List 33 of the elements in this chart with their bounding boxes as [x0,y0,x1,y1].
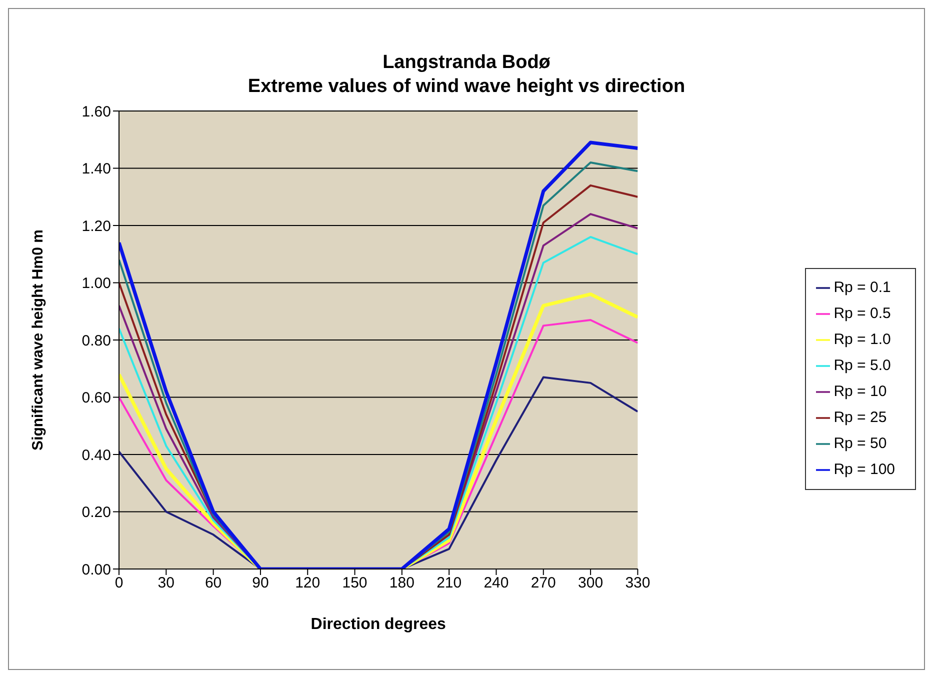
y-tick-label: 0.80 [82,332,111,350]
x-tick-label: 0 [114,574,124,592]
y-tick-label: 0.20 [82,504,111,522]
legend-label: Rp = 100 [834,461,895,478]
legend-label: Rp = 10 [834,383,887,400]
x-tick-label: 180 [389,574,414,592]
x-tick-label: 30 [158,574,174,592]
x-axis-title: Direction degrees [310,616,446,633]
legend-label: Rp = 5.0 [834,357,891,374]
chart-title: Langstranda Bodø [382,51,552,75]
x-tick-label: 330 [625,574,650,592]
legend-label: Rp = 50 [834,435,887,452]
y-tick-label: 0.60 [82,390,111,407]
y-tick-label: 0.40 [82,446,111,464]
legend-label: Rp = 1.0 [834,331,891,348]
y-tick-label: 1.60 [82,103,111,120]
x-tick-label: 270 [530,574,556,592]
x-tick-label: 210 [436,574,462,592]
x-tick-label: 60 [204,574,222,592]
y-tick-label: 0.00 [82,561,111,578]
x-tick-label: 90 [252,574,269,592]
x-tick-label: 120 [295,574,320,592]
legend-label: Rp = 25 [834,409,887,426]
x-tick-label: 150 [342,574,368,592]
x-tick-label: 300 [578,574,604,592]
y-tick-label: 1.00 [82,275,111,292]
legend-label: Rp = 0.1 [834,279,891,296]
y-axis-title: Significant wave height Hm0 m [29,230,46,450]
y-tick-label: 1.40 [82,160,111,178]
x-tick-label: 240 [484,574,509,592]
chart-subtitle: Extreme values of wind wave height vs direction [246,75,686,99]
legend-label: Rp = 0.5 [834,305,891,322]
y-tick-label: 1.20 [82,218,111,235]
